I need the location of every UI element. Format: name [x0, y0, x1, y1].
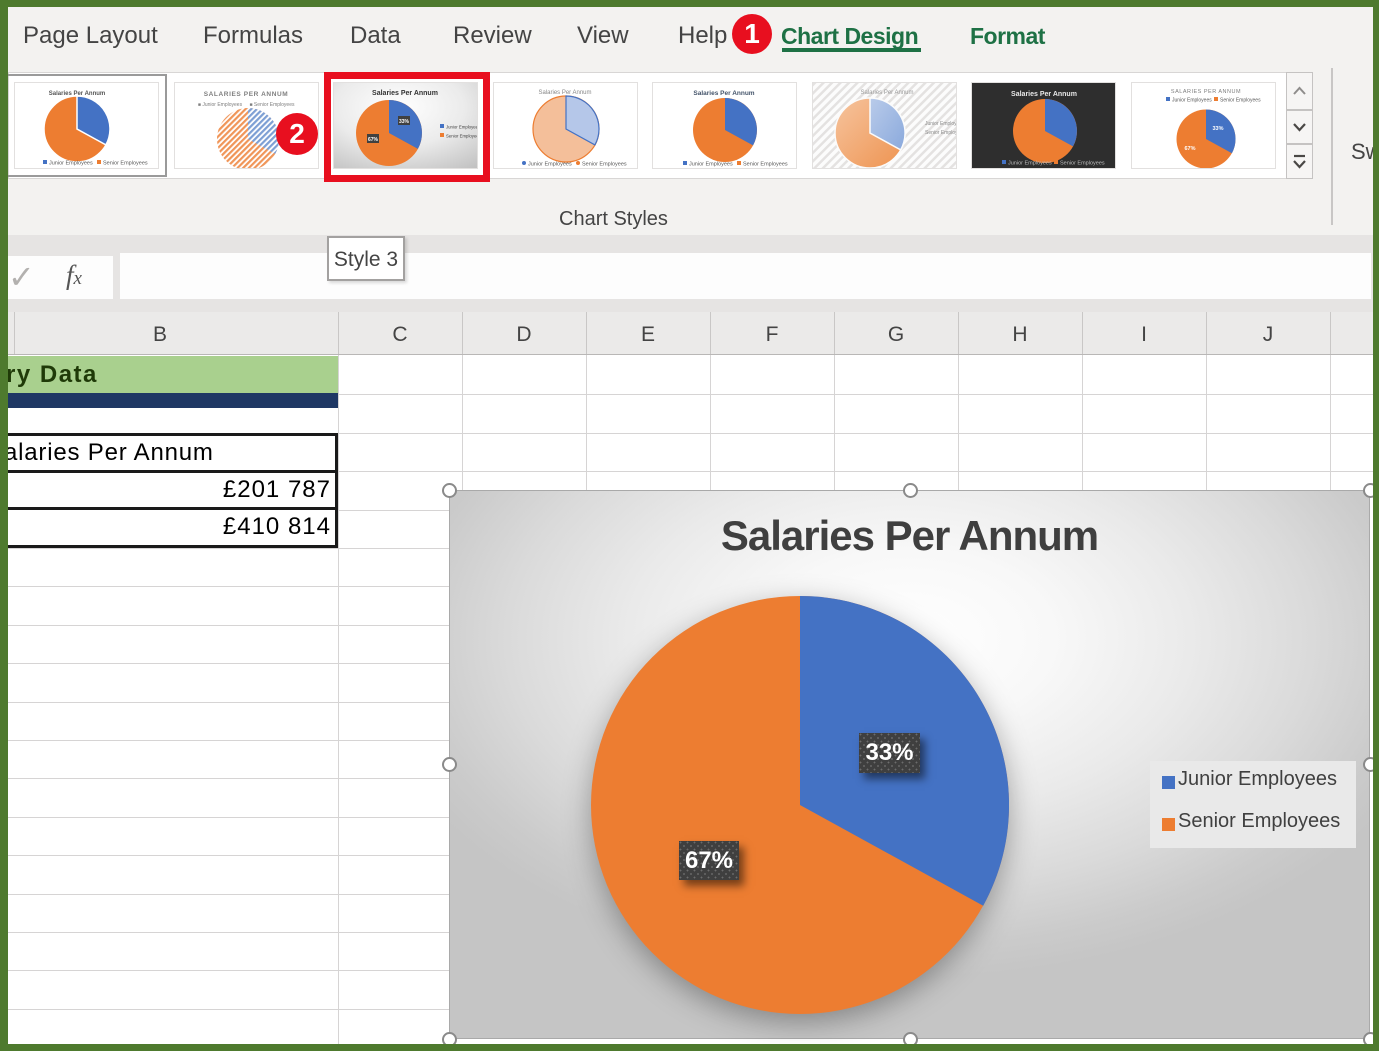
svg-text:Salaries Per Annum: Salaries Per Annum: [49, 91, 105, 97]
svg-text:Salaries Per Annum: Salaries Per Annum: [1011, 91, 1077, 98]
svg-text:Junior Employees: Junior Employees: [446, 125, 478, 130]
svg-text:Senior Employees: Senior Employees: [103, 161, 148, 167]
svg-text:Junior Employees: Junior Employees: [49, 161, 93, 167]
svg-text:SALARIES PER ANNUM: SALARIES PER ANNUM: [203, 91, 288, 98]
svg-text:Junior Employees: Junior Employees: [925, 121, 957, 127]
svg-text:■ Senior Employees: ■ Senior Employees: [249, 102, 294, 108]
svg-text:Salaries Per Annum: Salaries Per Annum: [860, 90, 913, 96]
svg-text:67%: 67%: [368, 137, 379, 143]
svg-text:Senior Employees: Senior Employees: [446, 134, 478, 139]
svg-text:Salaries Per Annum: Salaries Per Annum: [538, 90, 591, 96]
svg-text:Senior Employees: Senior Employees: [1060, 161, 1105, 167]
svg-text:Senior Employees: Senior Employees: [743, 162, 788, 168]
svg-text:Salaries Per Annum: Salaries Per Annum: [693, 90, 754, 97]
svg-text:Junior Employees: Junior Employees: [1172, 98, 1212, 104]
svg-text:Salaries Per Annum: Salaries Per Annum: [372, 90, 438, 97]
svg-text:33%: 33%: [399, 119, 410, 125]
svg-text:Senior Employees: Senior Employees: [1220, 98, 1261, 104]
svg-text:Junior Employees: Junior Employees: [528, 162, 572, 168]
svg-text:Junior Employees: Junior Employees: [689, 162, 733, 168]
svg-text:Senior Employees: Senior Employees: [582, 162, 627, 168]
svg-text:SALARIES PER ANNUM: SALARIES PER ANNUM: [1170, 89, 1240, 95]
svg-text:33%: 33%: [1212, 126, 1223, 132]
svg-text:Senior Employees: Senior Employees: [925, 130, 957, 136]
svg-text:67%: 67%: [1184, 146, 1195, 152]
svg-text:Junior Employees: Junior Employees: [1008, 161, 1052, 167]
svg-text:■ Junior Employees: ■ Junior Employees: [197, 102, 242, 108]
